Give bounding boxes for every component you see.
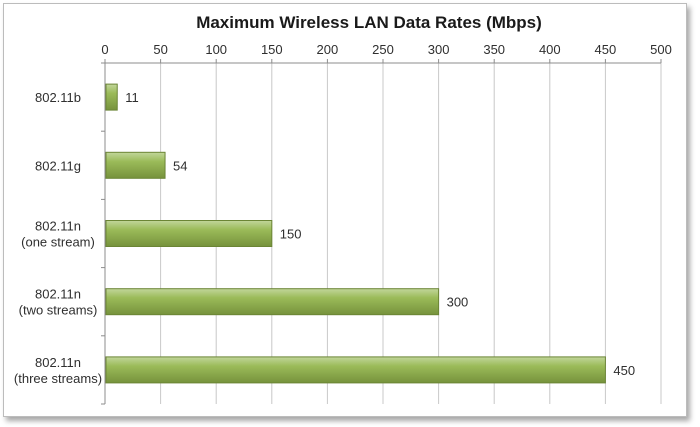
data-labels: 11 54 150 300 450 <box>125 90 635 378</box>
x-tick-label: 250 <box>372 42 394 57</box>
bar <box>105 220 273 247</box>
bar-chart: Maximum Wireless LAN Data Rates (Mbps) 0… <box>14 13 672 405</box>
x-tick-labels: 0 50 100 150 200 250 300 350 400 450 500 <box>101 42 671 57</box>
chart-title: Maximum Wireless LAN Data Rates (Mbps) <box>196 13 542 32</box>
axes <box>101 59 662 405</box>
x-tick-label: 450 <box>595 42 617 57</box>
data-label: 450 <box>613 363 635 378</box>
bar <box>105 151 166 179</box>
chart-frame: Maximum Wireless LAN Data Rates (Mbps) 0… <box>3 3 687 417</box>
data-label: 150 <box>280 227 302 242</box>
gridlines <box>160 63 662 404</box>
category-label: 802.11n (two streams) <box>19 287 98 318</box>
category-label: 802.11n (three streams) <box>14 355 102 386</box>
category-label: 802.11b <box>35 90 81 105</box>
category-label: 802.11g <box>35 158 81 173</box>
x-tick-label: 200 <box>317 42 339 57</box>
x-tick-label: 400 <box>539 42 561 57</box>
x-tick-label: 500 <box>650 42 672 57</box>
x-tick-label: 300 <box>428 42 450 57</box>
bar <box>105 83 118 111</box>
x-tick-label: 50 <box>153 42 167 57</box>
x-tick-label: 150 <box>261 42 283 57</box>
data-label: 54 <box>173 158 187 173</box>
data-label: 11 <box>125 90 138 105</box>
category-labels: 802.11b 802.11g 802.11n (one stream) 802.11n… <box>14 90 102 386</box>
x-tick-label: 100 <box>205 42 227 57</box>
x-tick-label: 0 <box>101 42 108 57</box>
bar <box>105 356 606 384</box>
x-tick-label: 350 <box>483 42 505 57</box>
bars <box>105 83 606 384</box>
bar <box>105 288 440 316</box>
category-label: 802.11n (one stream) <box>21 219 95 250</box>
data-label: 300 <box>447 295 469 310</box>
